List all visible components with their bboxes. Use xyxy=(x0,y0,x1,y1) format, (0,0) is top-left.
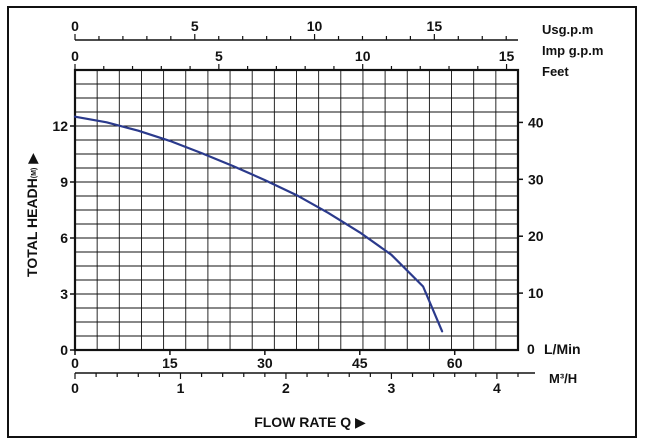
y-tick-label: 0 xyxy=(60,342,68,358)
usg-unit-label: Usg.p.m xyxy=(542,22,593,37)
m3h-unit-label: M³/H xyxy=(549,371,577,386)
grid-layer xyxy=(75,70,518,350)
imp-tick-label: 15 xyxy=(499,48,515,64)
m3h-tick-label: 1 xyxy=(177,380,185,396)
x-tick-label: 15 xyxy=(162,355,178,371)
y-tick-label: 3 xyxy=(60,286,68,302)
usg-tick-label: 5 xyxy=(191,18,199,34)
y-tick-label: 6 xyxy=(60,230,68,246)
series-layer xyxy=(73,115,444,333)
m3h-tick-label: 2 xyxy=(282,380,290,396)
x-tick-label: 30 xyxy=(257,355,273,371)
x-tick-label: 0 xyxy=(71,355,79,371)
lmin-unit-label: L/Min xyxy=(544,341,581,357)
m3h-tick-label: 4 xyxy=(493,380,501,396)
chart-frame xyxy=(7,6,637,438)
y-right-zero-label: 0 xyxy=(527,341,535,357)
imp-unit-label: Imp g.p.m xyxy=(542,43,603,58)
usg-tick-label: 0 xyxy=(71,18,79,34)
x-tick-label: 45 xyxy=(352,355,368,371)
y-axis-title: TOTAL HEADH(M) ▶ xyxy=(24,153,40,277)
imp-tick-label: 5 xyxy=(215,48,223,64)
m3h-tick-label: 3 xyxy=(388,380,396,396)
y-right-tick-label: 40 xyxy=(528,114,544,130)
usg-tick-label: 15 xyxy=(427,18,443,34)
plot-border xyxy=(73,68,520,352)
imp-tick-label: 0 xyxy=(71,48,79,64)
y-right-tick-label: 20 xyxy=(528,228,544,244)
m3h-tick-label: 0 xyxy=(71,380,79,396)
imp-tick-label: 10 xyxy=(355,48,371,64)
head-flow-curve xyxy=(73,115,444,333)
axes-layer xyxy=(70,34,535,379)
x-axis-title: FLOW RATE Q ▶ xyxy=(254,414,366,430)
usg-tick-label: 10 xyxy=(307,18,323,34)
y-right-tick-label: 30 xyxy=(528,171,544,187)
y-right-tick-label: 10 xyxy=(528,285,544,301)
y-tick-label: 12 xyxy=(52,118,68,134)
y-tick-label: 9 xyxy=(60,174,68,190)
feet-unit-label: Feet xyxy=(542,64,569,79)
x-tick-label: 60 xyxy=(447,355,463,371)
